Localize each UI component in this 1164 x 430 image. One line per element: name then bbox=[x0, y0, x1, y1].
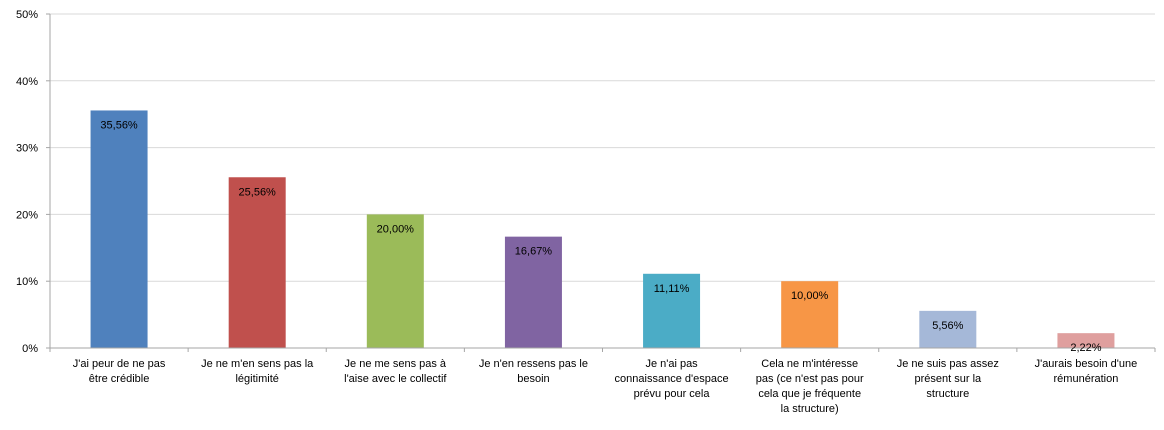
category-label: Je n'en ressens pas le besoin bbox=[479, 358, 588, 385]
y-tick-label: 20% bbox=[16, 209, 38, 221]
data-label: 20,00% bbox=[377, 223, 415, 235]
y-axis-tick-labels: 0% 10% 20% 30% 40% 50% bbox=[16, 9, 38, 355]
bar bbox=[781, 281, 839, 348]
data-label: 16,67% bbox=[515, 246, 553, 258]
y-tick-label: 0% bbox=[22, 343, 38, 355]
bar bbox=[919, 310, 977, 348]
category-label: Je n'ai pas connaissance d'espace prévu po… bbox=[615, 358, 729, 400]
y-tick-label: 50% bbox=[16, 9, 38, 21]
data-label: 11,11% bbox=[654, 283, 690, 295]
y-tick-label: 10% bbox=[16, 276, 38, 288]
bar bbox=[228, 177, 286, 348]
gridlines bbox=[50, 13, 1155, 282]
category-label: Je ne me sens pas à l'aise avec le collec… bbox=[344, 358, 447, 385]
category-label: J'ai peur de ne pas être crédible bbox=[73, 358, 166, 385]
bar bbox=[366, 214, 424, 348]
bars bbox=[90, 110, 1115, 348]
bar bbox=[1057, 333, 1115, 348]
data-labels: 35,56% 25,56% 20,00% 16,67% 11,11% 10,00% 5,56… bbox=[100, 119, 1101, 354]
bar bbox=[90, 110, 148, 348]
data-label: 2,22% bbox=[1070, 342, 1101, 354]
category-label: J'aurais besoin d'une rémunération bbox=[1035, 358, 1138, 385]
x-axis-category-labels: J'ai peur de ne pas être crédible Je ne m'… bbox=[73, 358, 1138, 415]
y-tick-label: 30% bbox=[16, 143, 38, 155]
category-label: Je ne m'en sens pas la légitimité bbox=[201, 358, 314, 385]
data-label: 35,56% bbox=[100, 119, 138, 131]
data-label: 5,56% bbox=[932, 320, 963, 332]
data-label: 25,56% bbox=[239, 186, 277, 198]
data-label: 10,00% bbox=[791, 290, 829, 302]
axes bbox=[46, 13, 1156, 352]
y-tick-label: 40% bbox=[16, 76, 38, 88]
bar bbox=[643, 273, 701, 348]
bar bbox=[504, 236, 562, 348]
category-label: Cela ne m'intéresse pas (ce n'est pas pou… bbox=[756, 358, 864, 415]
category-label: Je ne suis pas assez présent sur la struct… bbox=[897, 358, 999, 400]
